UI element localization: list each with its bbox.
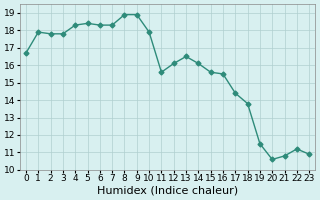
X-axis label: Humidex (Indice chaleur): Humidex (Indice chaleur) xyxy=(97,186,238,196)
